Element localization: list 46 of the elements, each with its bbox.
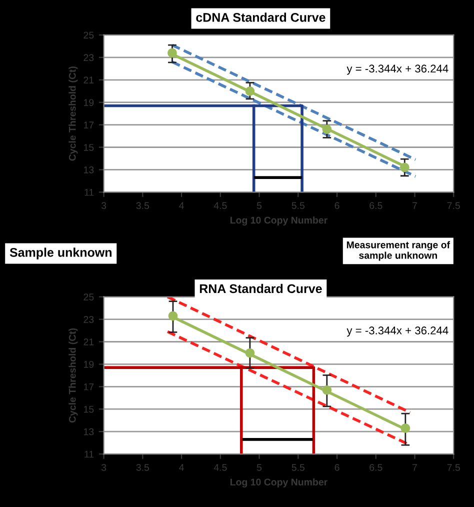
y-tick-label: 15 — [84, 144, 94, 151]
y-axis-title: Cycle Threshold (Ct) — [68, 66, 78, 161]
x-tick-label: 5 — [256, 202, 262, 210]
y-tick-label: 13 — [84, 428, 94, 436]
x-tick-label: 7.5 — [447, 202, 460, 210]
x-tick-label: 7.5 — [447, 464, 460, 471]
y-tick-label: 13 — [84, 166, 94, 174]
x-tick-label: 3 — [101, 202, 106, 210]
x-tick-label: 6.5 — [370, 464, 382, 471]
chart-title: cDNA Standard Curve — [196, 12, 326, 22]
x-tick-label: 6 — [334, 464, 340, 471]
y-tick-label: 23 — [84, 316, 94, 323]
x-tick-label: 7 — [412, 464, 417, 471]
x-tick-label: 4 — [179, 202, 184, 209]
y-tick-label: 15 — [84, 406, 94, 413]
x-tick-label: 5.5 — [292, 202, 304, 210]
annotation: y = -3.344x + 36.244 — [346, 64, 448, 75]
x-tick-label: 4.5 — [214, 464, 227, 471]
x-tick-label: 6.5 — [370, 202, 382, 210]
x-tick-label: 3.5 — [136, 464, 150, 471]
x-tick-label: 7 — [412, 202, 417, 209]
text: Sample unknown — [10, 248, 112, 260]
x-axis-title: Log 10 Copy Number — [230, 478, 328, 488]
y-tick-label: 23 — [84, 54, 94, 62]
annotation: y = -3.344x + 36.244 — [346, 326, 448, 337]
text: Measurement range of sample unknown — [346, 241, 450, 261]
y-tick-label: 21 — [84, 76, 94, 84]
y-tick-label: 19 — [84, 360, 94, 368]
x-tick-label: 3 — [101, 464, 106, 471]
y-axis-title: Cycle Threshold (Ct) — [68, 328, 78, 423]
x-tick-label: 4.5 — [214, 202, 227, 210]
x-tick-label: 5.5 — [292, 464, 304, 471]
y-tick-label: 25 — [84, 32, 94, 39]
y-tick-label: 17 — [84, 122, 94, 128]
y-tick-label: 21 — [84, 338, 94, 346]
y-tick-label: 11 — [84, 450, 94, 458]
x-tick-label: 5 — [256, 464, 262, 471]
y-tick-label: 25 — [84, 294, 94, 300]
y-tick-label: 17 — [84, 383, 94, 390]
y-tick-label: 11 — [84, 188, 94, 196]
x-tick-label: 6 — [334, 202, 340, 210]
chart-title: RNA Standard Curve — [200, 284, 322, 294]
x-axis-title: Log 10 Copy Number — [230, 216, 328, 226]
x-tick-label: 4 — [179, 464, 184, 471]
y-tick-label: 19 — [84, 99, 94, 106]
x-tick-label: 3.5 — [136, 202, 150, 210]
